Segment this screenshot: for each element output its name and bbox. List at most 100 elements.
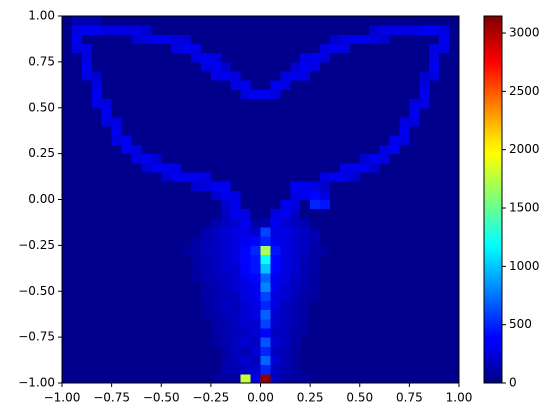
cell	[429, 355, 440, 366]
cell	[320, 364, 331, 375]
cell	[399, 337, 410, 347]
cell	[210, 181, 222, 191]
cell	[121, 61, 132, 72]
cell	[379, 126, 391, 136]
cell	[171, 25, 182, 35]
x-tick-label: 0.75	[396, 391, 423, 405]
cell	[339, 346, 351, 356]
cell	[141, 71, 152, 81]
cell	[300, 245, 311, 256]
cell	[111, 309, 123, 320]
cell	[310, 80, 321, 90]
cell	[131, 153, 142, 164]
cell	[250, 217, 261, 228]
cell	[111, 263, 123, 274]
cell	[260, 263, 271, 274]
cell	[210, 272, 222, 283]
cell	[121, 135, 132, 145]
cell	[280, 107, 291, 118]
cell	[449, 107, 460, 118]
cell	[419, 126, 430, 136]
cell	[270, 16, 281, 26]
cell	[171, 34, 182, 45]
cell	[91, 291, 103, 301]
cell	[191, 34, 202, 45]
cell	[181, 116, 192, 127]
cell	[161, 300, 172, 311]
cell	[329, 373, 341, 384]
cell	[409, 263, 420, 274]
cell	[230, 245, 242, 256]
cell	[320, 25, 331, 35]
cell	[171, 144, 182, 155]
cell	[161, 34, 172, 45]
cell	[300, 126, 311, 136]
cell	[171, 116, 182, 127]
cell	[91, 217, 103, 228]
cell	[290, 171, 301, 182]
cell	[240, 245, 252, 256]
cell	[389, 245, 400, 256]
cell	[359, 245, 371, 256]
cell	[290, 254, 301, 265]
cell	[220, 217, 232, 228]
heatmap	[62, 16, 460, 384]
cell	[399, 318, 410, 329]
cell	[280, 318, 291, 329]
cell	[449, 337, 460, 347]
cell	[389, 190, 400, 200]
cell	[369, 162, 381, 173]
cell	[369, 181, 381, 191]
cell	[151, 171, 162, 182]
cell	[260, 337, 271, 347]
cell	[409, 346, 420, 356]
cell	[220, 199, 232, 210]
cell	[210, 263, 222, 274]
cell	[310, 199, 321, 210]
cell	[439, 135, 450, 145]
cell	[171, 245, 182, 256]
cell	[62, 181, 73, 191]
cell	[369, 327, 381, 338]
cell	[111, 34, 123, 45]
cell	[389, 153, 400, 164]
cell	[260, 98, 271, 109]
cell	[111, 89, 123, 100]
cell	[419, 171, 430, 182]
cell	[290, 43, 301, 54]
cell	[439, 272, 450, 283]
cell	[141, 107, 152, 118]
cell	[181, 162, 192, 173]
cell	[220, 254, 232, 265]
cell	[429, 52, 440, 63]
cell	[151, 300, 162, 311]
cell	[449, 43, 460, 54]
cell	[280, 80, 291, 90]
cell	[260, 34, 271, 45]
cell	[349, 300, 361, 311]
y-tick-label: 0.25	[28, 146, 55, 160]
cell	[71, 162, 83, 173]
cell	[389, 25, 400, 35]
cell	[220, 355, 232, 366]
cell	[260, 16, 271, 26]
cell	[220, 208, 232, 219]
cell	[399, 107, 410, 118]
cell	[91, 71, 103, 81]
cell	[429, 171, 440, 182]
cell	[121, 254, 132, 265]
cell	[210, 80, 222, 90]
cell	[141, 135, 152, 145]
cell	[71, 171, 83, 182]
cell	[191, 126, 202, 136]
cell	[359, 107, 371, 118]
cell	[220, 34, 232, 45]
cell	[220, 16, 232, 26]
cell	[379, 208, 391, 219]
cell	[449, 254, 460, 265]
cell	[81, 327, 93, 338]
cell	[409, 107, 420, 118]
cell	[191, 300, 202, 311]
cell	[101, 355, 113, 366]
cell	[409, 34, 420, 45]
